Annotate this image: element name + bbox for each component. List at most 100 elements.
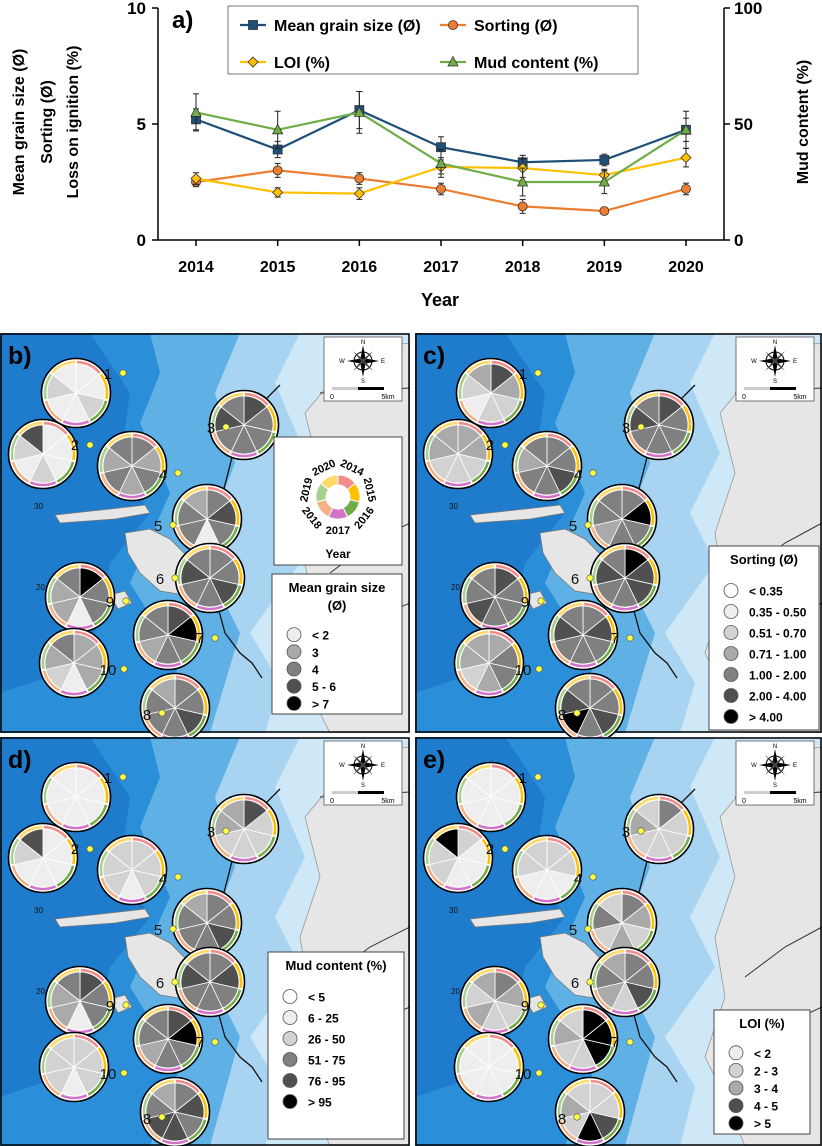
year-ring-arc [142, 688, 152, 715]
station-number: 5 [569, 922, 577, 939]
year-ring-arc [161, 1139, 189, 1145]
year-ring-arc [188, 1119, 207, 1141]
island [54, 504, 151, 524]
year-ring-arc [244, 796, 269, 810]
pie-chart [7, 822, 79, 894]
year-ring-arc [547, 433, 572, 447]
pie-chart [459, 561, 531, 633]
year-ring-arc [638, 989, 657, 1011]
year-ring-arc [504, 400, 523, 422]
year-ring-arc [145, 877, 164, 899]
pie-chart [40, 357, 112, 429]
pie-slice [566, 678, 591, 709]
year-ring-arc [257, 432, 276, 454]
pie-slice [56, 567, 81, 598]
pie-slice [471, 971, 496, 1002]
year-ring-arc [522, 433, 547, 447]
pie-slice [108, 436, 133, 467]
map-legend-label: 26 - 50 [308, 1033, 346, 1047]
station-number: 3 [622, 420, 630, 437]
pie-chart [174, 946, 246, 1018]
year-ring-arc [659, 392, 684, 406]
pie-chart [511, 834, 583, 906]
year-ring-arc [80, 564, 105, 578]
map-legend-label: 51 - 75 [308, 1054, 346, 1068]
year-ring-arc [143, 602, 168, 616]
map-legend-label: 0.35 - 0.50 [749, 606, 807, 620]
year-ring-arc [606, 1019, 616, 1046]
pie-slice [144, 605, 169, 636]
legend-entry: Mud content (%) [474, 55, 598, 72]
pie-slice [523, 840, 548, 871]
pie-chart [455, 357, 527, 429]
year-ring-arc [634, 796, 659, 810]
map-legend-label: 3 - 4 [754, 1082, 778, 1096]
year-ring-arc [29, 481, 57, 487]
year-ring-arc [97, 643, 107, 670]
year-ring-arc [181, 642, 200, 664]
year-ring-arc [504, 804, 523, 826]
year-ring-arc [645, 452, 673, 458]
station-number: 5 [154, 518, 162, 535]
map-legend-swatch [286, 644, 302, 660]
map-legend-label: 2.00 - 4.00 [749, 690, 807, 704]
pie-slice [523, 436, 548, 467]
year-ring-arc [41, 1047, 51, 1074]
diamond-marker [353, 188, 365, 200]
year-ring-arc [457, 670, 476, 692]
panel-label: b) [8, 342, 32, 370]
year-ring-arc [570, 850, 580, 877]
year-ring-arc [93, 604, 112, 626]
pie-slice [52, 363, 77, 394]
year-ring-arc [99, 850, 109, 877]
pie-chart [96, 834, 168, 906]
year-ring-arc [558, 715, 577, 737]
scale-zero: 0 [330, 798, 334, 805]
station-dot [211, 1038, 219, 1046]
year-ring-arc [55, 564, 80, 578]
year-ring-arc [558, 1119, 577, 1141]
depth-label: 30 [449, 502, 458, 511]
compass-e: E [381, 763, 385, 769]
compass-rose: N S E W 0 5km [323, 336, 403, 402]
year-ring-arc [512, 1047, 522, 1074]
map-legend-title: Mud content (%) [285, 958, 386, 973]
compass-s: S [773, 379, 777, 385]
compass-rose: N S E W 0 5km [323, 740, 403, 806]
year-ring-arc [481, 1028, 509, 1034]
year-ring-arc [143, 1006, 168, 1020]
map-frame [0, 737, 410, 1146]
map-legend-label: 2 - 3 [754, 1064, 778, 1078]
station-dot [584, 925, 592, 933]
year-ring-arc [518, 981, 528, 1008]
year-ring-arc [142, 1092, 152, 1119]
year-ring-arc [175, 930, 194, 952]
station-number: 4 [574, 467, 582, 484]
year-ring-arc [502, 670, 521, 692]
year-ring-arc [456, 643, 466, 670]
station-dot [122, 1001, 130, 1009]
pie-chart [139, 672, 211, 744]
year-ring-arc [43, 373, 53, 400]
year-ring-arc [44, 804, 63, 826]
map-legend-swatch [723, 667, 739, 682]
legend-entry: Sorting (Ø) [474, 18, 558, 35]
year-ring-arc [100, 473, 119, 495]
pie-chart [40, 761, 112, 833]
year-ring-arc [463, 1008, 482, 1030]
year-ring-arc [174, 499, 184, 526]
y-axis-label-left-3: Loss on ignition (%) [65, 46, 82, 199]
year-ring-arc [51, 360, 76, 374]
year-ring-arc [425, 838, 435, 865]
compass-needle-diag [765, 351, 785, 371]
map-legend-swatch [723, 709, 739, 724]
year-ring-arc [471, 865, 490, 887]
year-ring-arc [613, 688, 623, 715]
pie-chart [208, 389, 280, 461]
year-label: 2017 [326, 525, 350, 537]
compass-needle-diag [765, 755, 785, 775]
year-ring-arc [44, 400, 63, 422]
year-ring-arc [60, 1094, 88, 1100]
year-ring-arc [466, 360, 491, 374]
pie-slice [183, 893, 208, 924]
